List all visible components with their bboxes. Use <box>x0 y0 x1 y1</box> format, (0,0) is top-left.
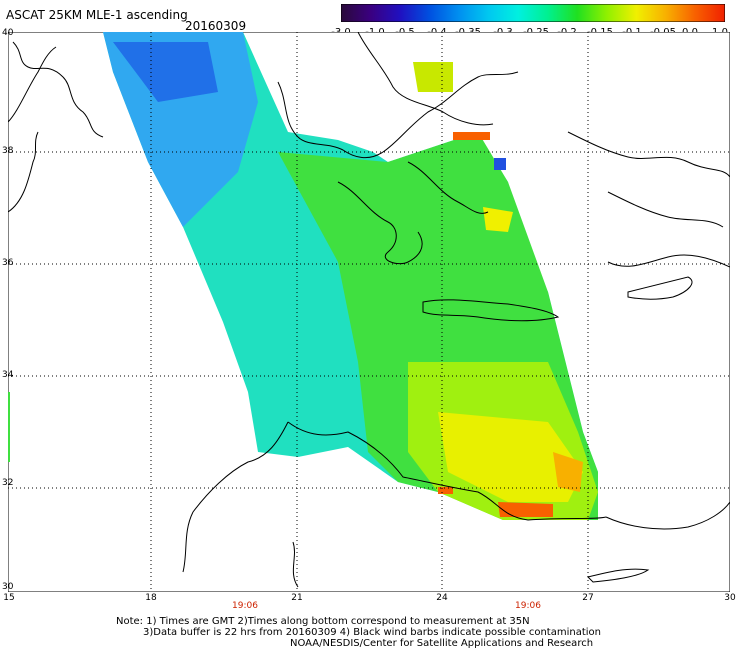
longitude-label: 27 <box>582 593 594 603</box>
time-label: 19:06 <box>515 601 541 611</box>
time-label: 19:06 <box>232 601 258 611</box>
longitude-label: 24 <box>436 593 448 603</box>
graticule <box>8 32 730 592</box>
latitude-label: 34 <box>2 370 14 380</box>
longitude-label: 30 <box>724 593 736 603</box>
left-edge-swath <box>8 392 10 462</box>
map-panel <box>8 32 730 592</box>
latitude-label: 36 <box>2 258 14 268</box>
latitude-label: 40 <box>2 28 14 38</box>
map-title: ASCAT 25KM MLE-1 ascending <box>6 8 188 22</box>
longitude-label: 18 <box>145 593 157 603</box>
longitude-label: 21 <box>291 593 303 603</box>
note-line-3: NOAA/NESDIS/Center for Satellite Applica… <box>290 638 594 649</box>
coastlines <box>8 32 730 588</box>
latitude-label: 30 <box>2 582 14 592</box>
wind-data-swath <box>103 32 598 520</box>
map-date: 20160309 <box>185 19 247 33</box>
longitude-label: 15 <box>3 593 15 603</box>
colorbar-gradient <box>341 4 725 22</box>
latitude-label: 38 <box>2 146 14 156</box>
note-line-2: 3)Data buffer is 22 hrs from 20160309 4)… <box>143 627 601 638</box>
note-line-1: Note: 1) Times are GMT 2)Times along bot… <box>116 616 530 627</box>
latitude-label: 32 <box>2 478 14 488</box>
